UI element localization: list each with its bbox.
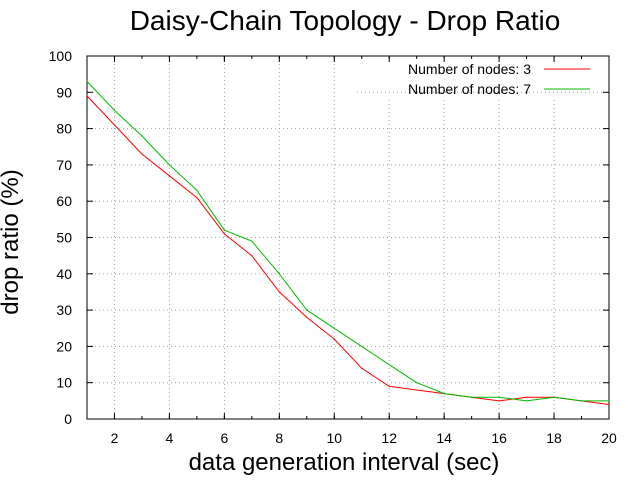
legend-label: Number of nodes: 3 [408, 61, 531, 77]
data-point [608, 400, 610, 402]
data-point [196, 196, 198, 199]
data-point [525, 400, 528, 402]
y-tick-label: 40 [56, 266, 72, 282]
y-tick-label: 50 [56, 230, 72, 246]
chart-title: Daisy-Chain Topology - Drop Ratio [130, 5, 561, 36]
series-line-1 [86, 95, 610, 405]
data-point [333, 338, 335, 340]
data-point [113, 109, 116, 112]
data-point [580, 400, 583, 402]
x-tick-label: 2 [111, 430, 119, 446]
x-tick-label: 12 [381, 430, 397, 446]
x-tick-label: 6 [220, 430, 228, 446]
data-point [416, 382, 418, 384]
x-tick-label: 8 [275, 430, 283, 446]
data-point [251, 240, 253, 242]
y-tick-label: 20 [56, 338, 72, 354]
y-tick-label: 70 [56, 157, 72, 173]
x-tick-label: 10 [326, 430, 342, 446]
y-tick-label: 30 [56, 302, 72, 318]
data-point [113, 124, 116, 126]
x-tick-label: 20 [601, 430, 617, 446]
data-point [306, 316, 308, 318]
data-point [498, 396, 500, 398]
data-point [196, 189, 198, 191]
x-tick-label: 18 [546, 430, 562, 446]
data-point [361, 345, 363, 347]
data-point [141, 153, 143, 155]
y-axis-label: drop ratio (%) [0, 169, 24, 314]
series-line-2 [86, 81, 609, 402]
data-point [361, 367, 363, 369]
y-tick-label: 90 [56, 84, 72, 100]
legend: Number of nodes: 3 Number of nodes: 7 [408, 61, 590, 97]
data-point [141, 135, 143, 137]
data-point [251, 255, 253, 257]
grid [87, 56, 609, 419]
data-point [608, 403, 610, 406]
y-tick-label: 0 [64, 411, 72, 427]
y-tick-label: 60 [56, 193, 72, 209]
data-point [525, 396, 528, 398]
axis-ticks: 0 10 20 30 40 50 60 70 80 90 100 2 4 6 8 10 12 14 16 18 20 [49, 48, 617, 446]
data-point [388, 385, 390, 387]
data-point [306, 309, 308, 311]
data-point [86, 95, 88, 97]
data-point [278, 291, 280, 293]
data-point [223, 229, 225, 231]
data-point [498, 400, 500, 402]
data-point [388, 363, 390, 366]
data-point [443, 392, 445, 395]
data-point [278, 273, 280, 275]
y-tick-label: 100 [49, 48, 73, 64]
data-point [86, 80, 88, 83]
legend-label: Number of nodes: 7 [408, 81, 531, 97]
data-point [223, 233, 225, 235]
data-point [333, 327, 335, 329]
series-lines [86, 80, 610, 406]
data-point [553, 396, 555, 398]
data-point [168, 175, 171, 177]
x-tick-label: 14 [436, 430, 452, 446]
y-tick-label: 10 [56, 375, 72, 391]
data-point [471, 396, 473, 398]
x-tick-label: 16 [491, 430, 507, 446]
data-point [168, 164, 171, 166]
x-axis-label: data generation interval (sec) [189, 449, 500, 476]
y-tick-label: 80 [56, 121, 72, 137]
x-tick-label: 4 [166, 430, 174, 446]
data-point [416, 389, 418, 391]
